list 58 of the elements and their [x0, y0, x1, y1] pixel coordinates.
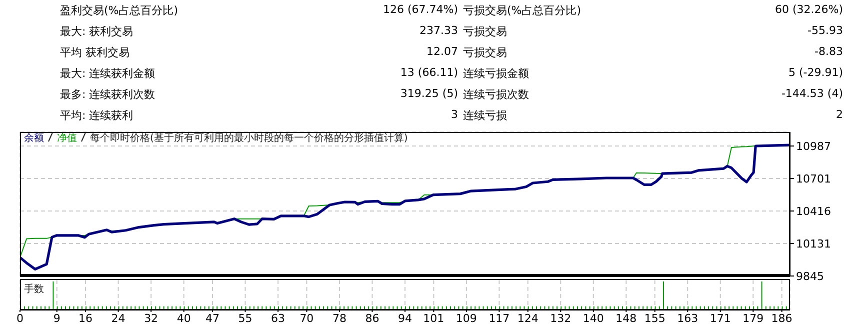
text: 237.33 [420, 24, 458, 37]
x-tick-label: 55 [238, 312, 252, 325]
y-tick-label: 10131 [796, 237, 831, 250]
text: 60 (32.26%) [774, 3, 843, 16]
text: 最大: 连续获利金额 [60, 67, 156, 80]
text: 最多: 连续获利次数 [60, 88, 156, 101]
y-tick-label: 10701 [796, 172, 831, 186]
x-tick-label: 24 [111, 312, 126, 325]
text: 余额 [24, 133, 44, 144]
x-tick-label: 179 [742, 312, 764, 325]
x-tick-label: 47 [206, 312, 220, 325]
x-tick-label: 186 [771, 312, 792, 325]
x-tick-label: 132 [550, 312, 572, 325]
x-tick-label: 0 [16, 312, 24, 325]
text: -8.83 [814, 45, 843, 58]
text: 亏损交易(%占总百分比) [463, 4, 582, 17]
chart-title: 每个即时价格(基于所有可利用的最小时段的每一个价格的分形插值计算) [90, 133, 408, 144]
text: -55.93 [808, 24, 843, 37]
x-tick-label: 163 [677, 312, 698, 325]
text: 连续亏损 [463, 109, 507, 122]
y-tick-label: 10416 [796, 204, 831, 218]
text: 盈利交易(%占总百分比) [60, 4, 178, 17]
x-tick-label: 32 [144, 312, 158, 325]
text: 319.25 (5) [400, 87, 458, 100]
text: 连续亏损金额 [463, 67, 529, 80]
text: 平均: 连续获利 [60, 109, 134, 122]
x-tick-label: 155 [644, 312, 666, 325]
x-tick-label: 70 [300, 312, 314, 325]
x-tick-label: 40 [176, 312, 191, 325]
x-tick-label: 124 [517, 312, 538, 325]
text: 连续亏损次数 [463, 88, 529, 101]
text: 净值 [57, 133, 77, 144]
text: 亏损交易 [463, 25, 507, 38]
y-tick-label: 10987 [796, 140, 831, 153]
text: 5 (-29.91) [788, 66, 843, 79]
x-tick-label: 63 [271, 312, 286, 325]
x-tick-label: 94 [398, 312, 412, 325]
x-tick-label: 9 [53, 312, 60, 325]
x-tick-label: 86 [365, 312, 380, 325]
text: 12.07 [426, 45, 458, 58]
x-tick-label: 16 [78, 312, 93, 325]
text: -144.53 (4) [781, 87, 843, 100]
x-tick-label: 101 [423, 312, 444, 325]
text: 平均 获利交易 [60, 46, 130, 59]
text: 2 [836, 108, 843, 121]
text: 亏损交易 [463, 46, 507, 59]
text: 最大: 获利交易 [60, 25, 134, 38]
text: 13 (66.11) [400, 66, 458, 79]
chart-title: 手数 [24, 282, 44, 296]
x-tick-label: 171 [710, 312, 731, 325]
x-tick-label: 117 [488, 312, 510, 325]
text: 126 (67.74%) [382, 3, 458, 16]
x-tick-label: 140 [582, 312, 604, 325]
x-tick-label: 78 [332, 312, 346, 325]
text: 3 [451, 108, 458, 121]
y-tick-label: 9845 [796, 270, 824, 283]
x-tick-label: 148 [616, 312, 637, 325]
x-tick-label: 109 [456, 312, 477, 325]
